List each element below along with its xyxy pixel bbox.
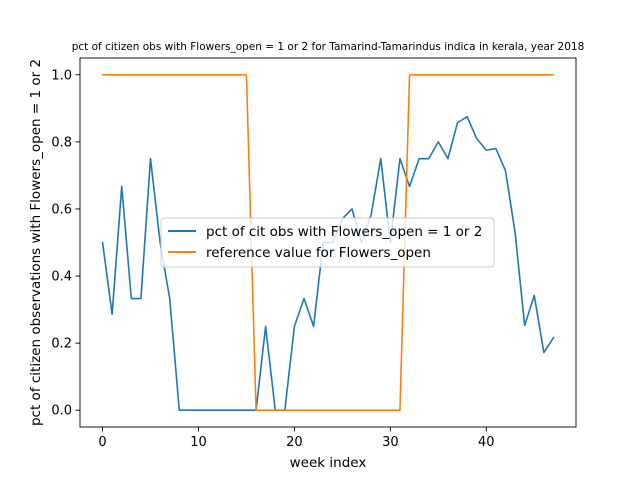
- plot-frame: [79, 57, 577, 428]
- x-axis-title: week index: [290, 455, 367, 471]
- y-tick-label: 0.2: [51, 337, 72, 352]
- x-tick-label: 30: [382, 435, 399, 450]
- x-tick-label: 40: [478, 435, 495, 450]
- legend-box: [160, 217, 495, 268]
- x-tick-label: 20: [286, 435, 303, 450]
- y-tick-label: 0.4: [51, 270, 72, 285]
- y-axis-title: pct of citizen observations with Flowers…: [28, 59, 44, 426]
- y-tick-label: 0.6: [51, 202, 72, 217]
- chart-title: pct of citizen obs with Flowers_open = 1…: [72, 41, 585, 53]
- x-tick-label: 10: [190, 435, 207, 450]
- y-tick-label: 0.8: [51, 135, 72, 150]
- y-tick-label: 1.0: [51, 68, 72, 83]
- ticks-layer: 0 10 20 30 40 0.0 0.2 0.4 0.6 0.8 1.0: [51, 68, 494, 450]
- legend: pct of cit obs with Flowers_open = 1 or …: [160, 217, 495, 268]
- y-tick-label: 0.0: [51, 404, 72, 419]
- legend-label-flowers-open-pct: pct of cit obs with Flowers_open = 1 or …: [206, 224, 482, 240]
- legend-label-reference-value: reference value for Flowers_open: [206, 245, 431, 261]
- x-tick-label: 0: [98, 435, 106, 450]
- series-line-1: [101, 73, 555, 412]
